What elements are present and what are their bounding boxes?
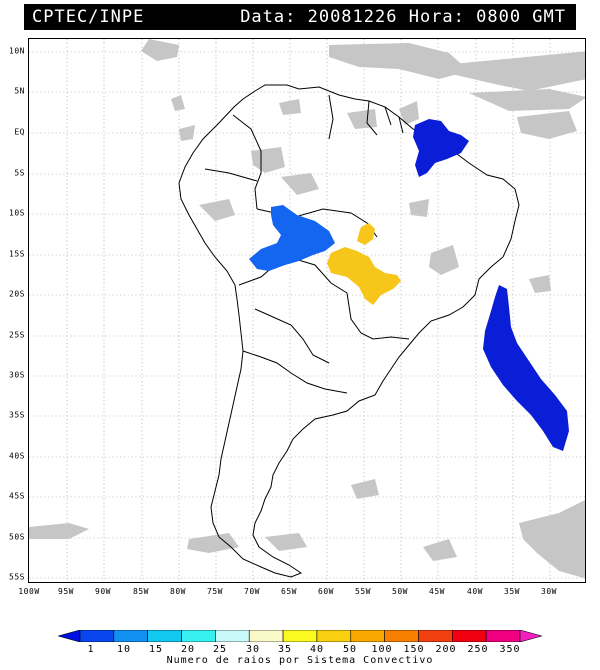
lat-label: 20S (9, 289, 25, 299)
lat-label: 45S (9, 491, 25, 501)
lon-label: 50W (392, 587, 408, 596)
lon-label: 30W (541, 587, 557, 596)
lat-label: 35S (9, 410, 25, 420)
colorbar-tick: 25 (212, 644, 228, 655)
colorbar-segment (181, 630, 216, 642)
lat-label: 10S (9, 208, 25, 218)
lat-label: 25S (9, 330, 25, 340)
lon-label: 35W (504, 587, 520, 596)
datetime-label: Data: 20081226 Hora: 0800 GMT (240, 7, 566, 27)
lat-label: 55S (9, 572, 25, 582)
lon-label: 55W (355, 587, 371, 596)
cluster-yellow (327, 223, 401, 305)
colorbar-segment (350, 630, 385, 642)
colorbar-tick: 40 (309, 644, 325, 655)
colorbar-segment (485, 630, 521, 642)
colorbar-tick: 30 (245, 644, 261, 655)
colorbar-segment (519, 630, 542, 642)
colorbar-segment (316, 630, 352, 642)
colorbar-segment (58, 630, 81, 642)
cluster-central-west (249, 205, 335, 271)
continent-outline (178, 84, 520, 578)
map-header: CPTEC/INPE Data: 20081226 Hora: 0800 GMT (24, 4, 576, 30)
colorbar-segment (384, 630, 419, 642)
map-panel[interactable] (28, 38, 586, 583)
colorbar-segment (248, 630, 284, 642)
colorbar-tick: 10 (116, 644, 132, 655)
lon-label: 40W (467, 587, 483, 596)
colorbar-tick: 20 (180, 644, 196, 655)
colorbar-segment (113, 630, 148, 642)
cluster-atlantic (483, 285, 569, 451)
colorbar-tick: 150 (403, 644, 425, 655)
cloud-cover (29, 39, 585, 579)
colorbar-tick: 250 (467, 644, 489, 655)
lon-label: 100W (18, 587, 40, 596)
lat-label: 40S (9, 451, 25, 461)
colorbar-segment (215, 630, 250, 642)
lon-label: 95W (58, 587, 74, 596)
colorbar-tick: 350 (499, 644, 521, 655)
colorbar-tick: 50 (342, 644, 358, 655)
lat-label: 15S (9, 249, 25, 259)
source-label: CPTEC/INPE (32, 7, 145, 27)
lon-label: 75W (207, 587, 223, 596)
colorbar-segment (147, 630, 182, 642)
lon-label: 60W (318, 587, 334, 596)
colorbar-tick: 1 (87, 644, 95, 655)
lat-label: 5S (14, 168, 25, 178)
colorbar-tick: 100 (371, 644, 393, 655)
colorbar (58, 630, 542, 642)
lat-label: 30S (9, 370, 25, 380)
lon-label: 70W (244, 587, 260, 596)
lat-label: 10N (9, 46, 25, 56)
colorbar-tick: 35 (277, 644, 293, 655)
colorbar-segment (79, 630, 115, 642)
map-canvas (29, 39, 585, 582)
colorbar-tick: 200 (435, 644, 457, 655)
colorbar-segment (282, 630, 318, 642)
lat-label: EQ (14, 127, 25, 137)
lon-label: 45W (429, 587, 445, 596)
lon-label: 80W (170, 587, 186, 596)
lon-label: 85W (133, 587, 149, 596)
colorbar-title: Numero de raios por Sistema Convectivo (166, 655, 434, 666)
lon-label: 90W (95, 587, 111, 596)
colorbar-segment (418, 630, 453, 642)
colorbar-tick: 15 (148, 644, 164, 655)
colorbar-segment (452, 630, 487, 642)
lat-label: 50S (9, 532, 25, 542)
lat-label: 5N (14, 86, 25, 96)
lon-label: 65W (281, 587, 297, 596)
cluster-north-brazil (413, 119, 469, 177)
